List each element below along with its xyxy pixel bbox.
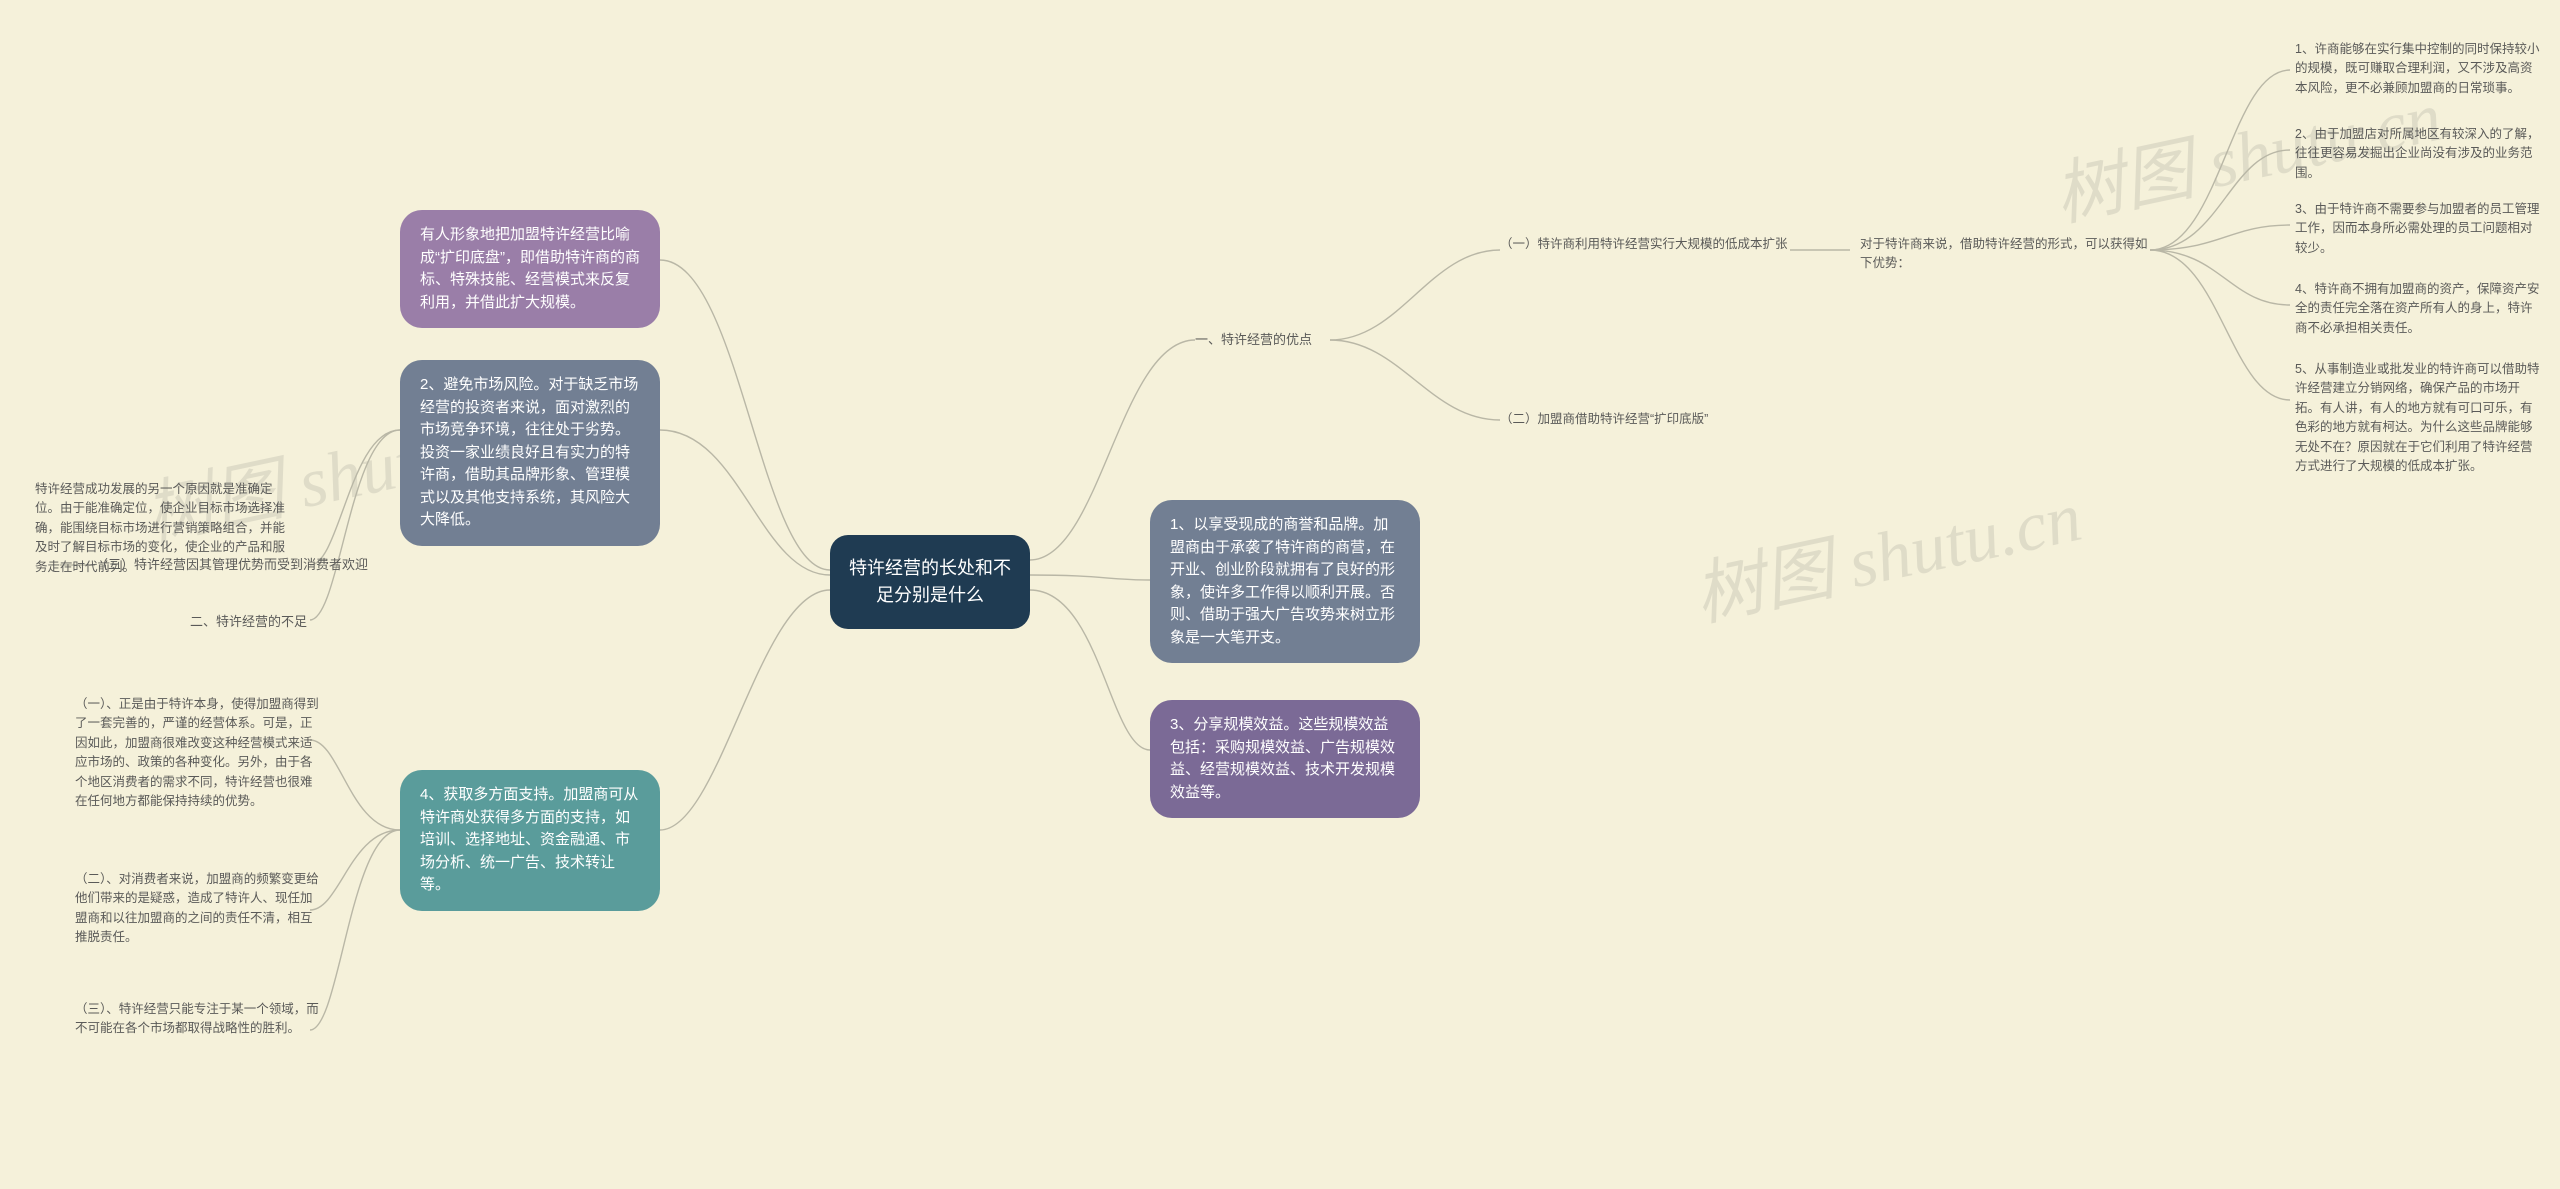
- left-node-3: 4、获取多方面支持。加盟商可从特许商处获得多方面的支持，如培训、选择地址、资金融…: [400, 770, 660, 911]
- right-node-1: 1、以享受现成的商誉和品牌。加盟商由于承袭了特许商的商营，在开业、创业阶段就拥有…: [1150, 500, 1420, 663]
- bullet-3: 3、由于特许商不需要参与加盟者的员工管理工作，因而本身所必需处理的员工问题相对较…: [2295, 200, 2540, 258]
- watermark: 树图 shutu.cn: [1684, 460, 2089, 640]
- left-sub-disadv: 二、特许经营的不足: [190, 612, 330, 632]
- left-sub-mgmt-detail: 特许经营成功发展的另一个原因就是准确定位。由于能准确定位，使企业目标市场选择准确…: [35, 480, 295, 577]
- right-node-2: 3、分享规模效益。这些规模效益包括：采购规模效益、广告规模效益、经营规模效益、技…: [1150, 700, 1420, 818]
- adv-sub-1-note: 对于特许商来说，借助特许经营的形式，可以获得如下优势：: [1860, 235, 2150, 274]
- disadv-1: （一）、正是由于特许本身，使得加盟商得到了一套完善的，严谨的经营体系。可是，正因…: [75, 695, 320, 811]
- bullet-2: 2、由于加盟店对所属地区有较深入的了解，往往更容易发掘出企业尚没有涉及的业务范围…: [2295, 125, 2540, 183]
- center-node: 特许经营的长处和不足分别是什么: [830, 535, 1030, 629]
- disadv-3: （三）、特许经营只能专注于某一个领域，而不可能在各个市场都取得战略性的胜利。: [75, 1000, 320, 1039]
- disadv-2: （二）、对消费者来说，加盟商的频繁变更给他们带来的是疑惑，造成了特许人、现任加盟…: [75, 870, 320, 948]
- bullet-4: 4、特许商不拥有加盟商的资产，保障资产安全的责任完全落在资产所有人的身上，特许商…: [2295, 280, 2540, 338]
- bullet-5: 5、从事制造业或批发业的特许商可以借助特许经营建立分销网络，确保产品的市场开拓。…: [2295, 360, 2540, 476]
- right-adv-title: 一、特许经营的优点: [1195, 330, 1345, 350]
- bullet-1: 1、许商能够在实行集中控制的同时保持较小的规模，既可赚取合理利润，又不涉及高资本…: [2295, 40, 2540, 98]
- left-node-2: 2、避免市场风险。对于缺乏市场经营的投资者来说，面对激烈的市场竞争环境，往往处于…: [400, 360, 660, 546]
- left-node-1: 有人形象地把加盟特许经营比喻成“扩印底盘”，即借助特许商的商标、特殊技能、经营模…: [400, 210, 660, 328]
- adv-sub-1: （一）特许商利用特许经营实行大规模的低成本扩张: [1500, 235, 1790, 254]
- adv-sub-2: （二）加盟商借助特许经营“扩印底版”: [1500, 410, 1790, 429]
